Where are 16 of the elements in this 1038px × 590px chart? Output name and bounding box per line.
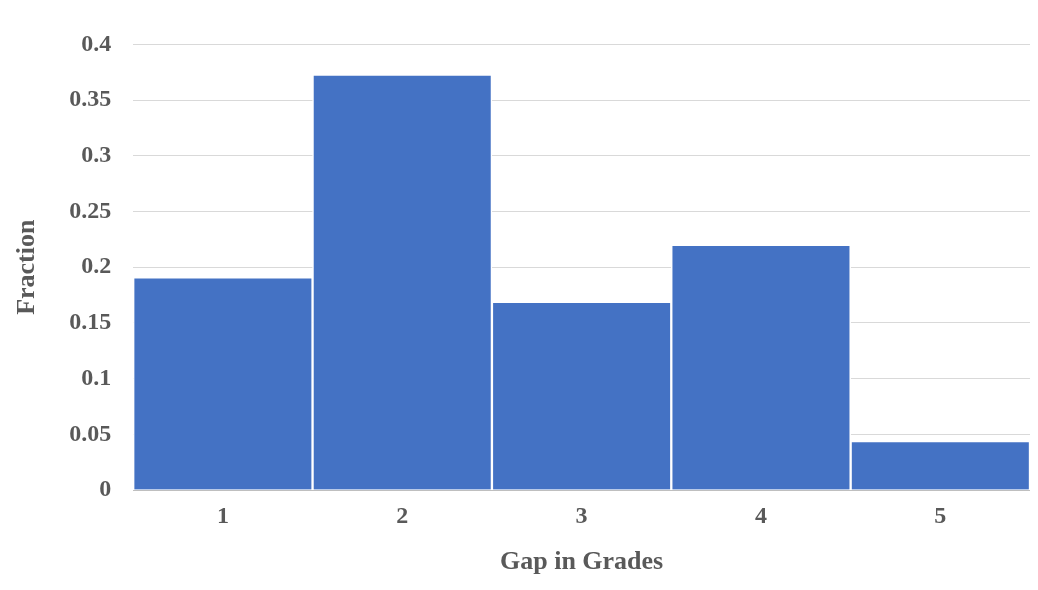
- y-tick-label: 0.4: [81, 29, 112, 56]
- y-tick-label: 0.3: [81, 141, 112, 167]
- y-tick-label: 0.2: [81, 252, 112, 279]
- x-tick-label: 2: [396, 501, 409, 528]
- y-axis-title: Fraction: [11, 219, 41, 315]
- x-axis-title: Gap in Grades: [499, 546, 664, 576]
- y-tick-label: 0.35: [69, 85, 112, 112]
- y-tick-label: 0: [99, 475, 112, 502]
- y-tick-label: 0.1: [81, 363, 112, 390]
- x-tick-label: 3: [575, 501, 588, 528]
- x-tick-label: 4: [754, 501, 767, 528]
- y-tick-label: 0.15: [69, 308, 112, 335]
- y-tick-label: 0.25: [69, 196, 112, 223]
- x-tick-label: 5: [934, 501, 947, 528]
- y-tick-label: 0.05: [69, 419, 112, 446]
- x-tick-label: 1: [216, 501, 229, 528]
